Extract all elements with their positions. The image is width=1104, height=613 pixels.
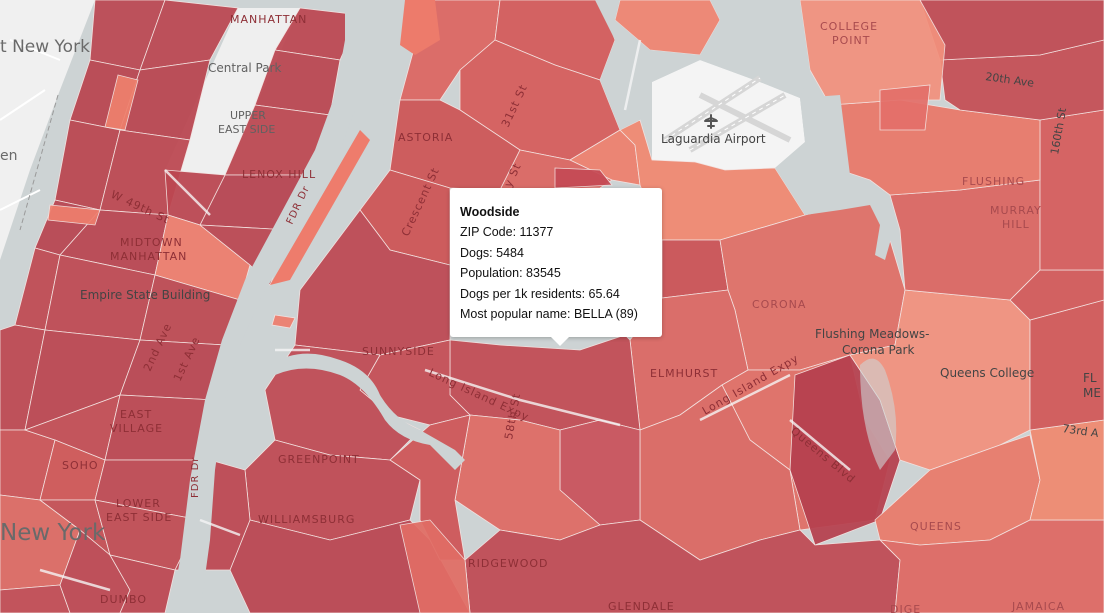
zip-area[interactable] bbox=[879, 84, 931, 131]
tooltip-title: Woodside bbox=[460, 205, 520, 219]
label-lenox-hill: LENOX HILL bbox=[242, 168, 316, 181]
label-glendale: GLENDALE bbox=[608, 600, 675, 613]
nj-roads bbox=[0, 39, 61, 211]
zip-area[interactable] bbox=[554, 167, 613, 189]
label-astoria: ASTORIA bbox=[398, 131, 453, 144]
zip-area[interactable] bbox=[104, 74, 139, 131]
tooltip-population-value: 83545 bbox=[526, 266, 561, 281]
zip-area[interactable] bbox=[878, 519, 1104, 613]
new-jersey-land bbox=[0, 0, 95, 260]
label-jamaica: JAMAICA bbox=[1011, 600, 1065, 613]
label-queens-college: Queens College bbox=[940, 366, 1034, 380]
roosevelt-island bbox=[270, 130, 370, 285]
label-sunnyside: SUNNYSIDE bbox=[362, 345, 435, 358]
label-manhattan: MANHATTAN bbox=[230, 13, 307, 26]
label-upper-east-side-1: UPPER bbox=[230, 109, 266, 122]
label-les-1: LOWER bbox=[116, 497, 161, 510]
label-ridgewood: RIDGEWOOD bbox=[468, 557, 549, 570]
label-73rd: 73rd A bbox=[1062, 422, 1100, 440]
label-greenpoint: GREENPOINT bbox=[278, 453, 360, 466]
label-fmcp-2: Corona Park bbox=[842, 343, 914, 357]
tooltip-dogs-value: 5484 bbox=[496, 245, 524, 260]
label-east-village-1: EAST bbox=[120, 408, 152, 421]
east-river bbox=[170, 0, 380, 613]
label-queens: QUEENS bbox=[910, 520, 962, 533]
zip-area[interactable] bbox=[47, 204, 101, 226]
label-laguardia: Laguardia Airport bbox=[661, 132, 766, 146]
zip-area[interactable] bbox=[1039, 109, 1104, 271]
tooltip-ratio-label: Dogs per 1k residents: bbox=[460, 286, 586, 301]
tooltip-zip-row: ZIP Code: 11377 bbox=[460, 222, 652, 242]
label-college-point-1: COLLEGE bbox=[820, 20, 878, 33]
label-new-york-top: t New York bbox=[0, 37, 90, 57]
zip-area[interactable] bbox=[889, 179, 1041, 301]
tooltip-name-label: Most popular name: bbox=[460, 307, 571, 322]
tooltip-ratio-value: 65.64 bbox=[588, 286, 620, 301]
label-empire-state: Empire State Building bbox=[80, 288, 210, 302]
zip-area[interactable] bbox=[1029, 299, 1104, 431]
zip-area[interactable] bbox=[0, 584, 71, 613]
label-new-york-big: New York bbox=[0, 520, 106, 546]
label-college-point-2: POINT bbox=[832, 34, 870, 47]
zip-area[interactable] bbox=[264, 344, 421, 461]
tooltip-dogs-row: Dogs: 5484 bbox=[460, 243, 652, 263]
zip-info-tooltip: Woodside ZIP Code: 11377 Dogs: 5484 Popu… bbox=[450, 188, 662, 346]
airport-runway-marks bbox=[664, 77, 786, 151]
bowery-bay bbox=[595, 0, 810, 130]
label-midtown-2: MANHATTAN bbox=[110, 250, 187, 263]
label-central-park: Central Park bbox=[208, 61, 281, 75]
label-corona: CORONA bbox=[752, 298, 806, 311]
randall-island bbox=[400, 0, 440, 55]
label-flushing: FLUSHING bbox=[962, 175, 1025, 188]
tooltip-zip-value: 11377 bbox=[519, 225, 554, 240]
flushing-bay bbox=[775, 95, 895, 260]
tooltip-name-row: Most popular name: BELLA (89) bbox=[460, 304, 652, 324]
label-williamsburg: WILLIAMSBURG bbox=[258, 513, 355, 526]
airplane-icon bbox=[704, 114, 718, 129]
airport-land bbox=[652, 60, 805, 170]
label-elmhurst: ELMHURST bbox=[650, 367, 718, 380]
zip-area[interactable] bbox=[399, 519, 471, 613]
tooltip-arrow bbox=[551, 337, 569, 346]
roads bbox=[39, 39, 851, 592]
label-murray-hill-2: HILL bbox=[1002, 218, 1030, 231]
label-murray-hill-1: MURRAY bbox=[990, 204, 1042, 217]
label-fmcp-1: Flushing Meadows- bbox=[815, 327, 930, 341]
label-east-village-2: VILLAGE bbox=[110, 422, 163, 435]
label-les-2: EAST SIDE bbox=[106, 511, 172, 524]
label-fdr: FDR Dr bbox=[190, 457, 201, 498]
tooltip-ratio-row: Dogs per 1k residents: 65.64 bbox=[460, 284, 652, 304]
label-dige: DIGE bbox=[890, 603, 921, 613]
flushing-creek bbox=[860, 358, 897, 470]
tooltip-zip-label: ZIP Code: bbox=[460, 225, 517, 240]
zip-area[interactable] bbox=[464, 519, 901, 613]
label-soho: SOHO bbox=[62, 459, 99, 472]
label-hen: en bbox=[0, 148, 18, 164]
label-fl: FL bbox=[1083, 371, 1097, 385]
label-dumbo: DUMBO bbox=[100, 593, 147, 606]
zip-area[interactable] bbox=[271, 314, 296, 329]
nj-shore-dash bbox=[19, 94, 59, 231]
zip-area[interactable] bbox=[109, 554, 176, 613]
tooltip-population-label: Population: bbox=[460, 266, 523, 281]
label-me: ME bbox=[1083, 386, 1101, 400]
zip-area[interactable] bbox=[661, 239, 729, 299]
label-upper-east-side-2: EAST SIDE bbox=[218, 123, 275, 136]
label-midtown-1: MIDTOWN bbox=[120, 236, 183, 249]
newtown-creek bbox=[270, 353, 465, 470]
tooltip-name-value: BELLA (89) bbox=[573, 307, 638, 322]
tooltip-dogs-label: Dogs: bbox=[460, 245, 493, 260]
central-park-land bbox=[165, 8, 300, 175]
tooltip-population-row: Population: 83545 bbox=[460, 263, 652, 283]
